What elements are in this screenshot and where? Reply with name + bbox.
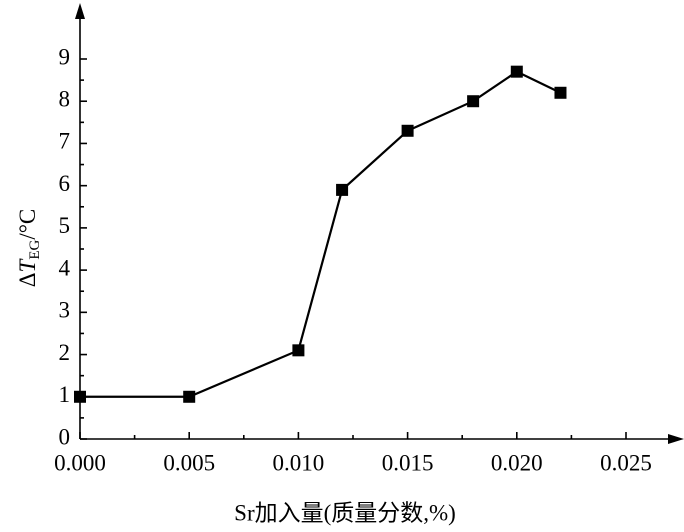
marker [292,344,305,357]
x-axis-label: Sr加入量(质量分数,%) [234,500,456,525]
y-label-part: /°C [15,209,40,240]
x-tick-label: 0.010 [273,450,325,475]
y-tick-label: 3 [59,298,71,323]
y-tick-label: 8 [59,87,71,112]
marker [336,183,349,196]
y-axis-label: ΔTEG/°C [15,209,43,288]
marker [401,124,414,137]
marker [183,390,196,403]
x-tick-label: 0.005 [163,450,215,475]
y-tick-label: 6 [59,171,71,196]
x-tick-label: 0.015 [382,450,434,475]
y-arrow [75,3,85,19]
y-tick-label: 4 [59,255,71,280]
y-tick-label: 2 [59,340,71,365]
y-tick-label: 9 [59,44,71,69]
x-arrow [668,434,684,444]
y-tick-label: 1 [59,382,71,407]
y-tick-label: 0 [59,424,71,449]
x-tick-label: 0.020 [491,450,543,475]
marker [74,390,86,403]
marker [554,86,567,99]
marker [467,95,480,108]
y-label-part: EG [27,240,43,260]
y-tick-label: 5 [59,213,71,238]
x-tick-label: 0.000 [54,450,106,475]
x-tick-label: 0.025 [600,450,652,475]
marker [510,65,523,78]
y-tick-label: 7 [59,129,71,154]
y-label-part: Δ [15,272,40,287]
line [80,70,561,398]
y-label-part: T [15,257,40,272]
